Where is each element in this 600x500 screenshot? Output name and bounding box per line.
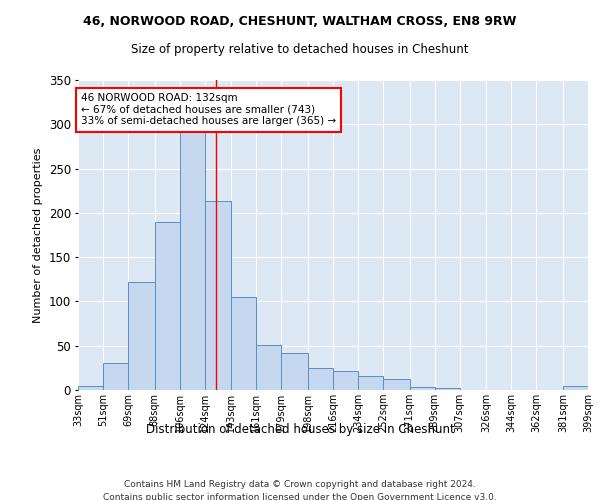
Text: Distribution of detached houses by size in Cheshunt: Distribution of detached houses by size … (146, 422, 454, 436)
Bar (78, 386, 103, 390)
Bar (103, 364, 128, 390)
Bar (563, 386, 588, 390)
Bar (231, 297, 256, 390)
Bar (205, 202, 231, 390)
Y-axis label: Number of detached properties: Number of detached properties (33, 148, 43, 322)
Bar (180, 128, 205, 390)
Text: 46, NORWOOD ROAD, CHESHUNT, WALTHAM CROSS, EN8 9RW: 46, NORWOOD ROAD, CHESHUNT, WALTHAM CROS… (83, 15, 517, 28)
Bar (308, 368, 333, 390)
Bar (358, 376, 383, 390)
Text: 46 NORWOOD ROAD: 132sqm
← 67% of detached houses are smaller (743)
33% of semi-d: 46 NORWOOD ROAD: 132sqm ← 67% of detache… (81, 94, 336, 126)
Text: Contains public sector information licensed under the Open Government Licence v3: Contains public sector information licen… (103, 492, 497, 500)
Bar (333, 370, 358, 390)
Bar (155, 222, 180, 390)
Bar (410, 388, 435, 390)
Bar (281, 353, 308, 390)
Bar (128, 282, 155, 390)
Text: Contains HM Land Registry data © Crown copyright and database right 2024.: Contains HM Land Registry data © Crown c… (124, 480, 476, 489)
Bar (383, 380, 410, 390)
Bar (256, 345, 281, 390)
Bar (435, 388, 460, 390)
Text: Size of property relative to detached houses in Cheshunt: Size of property relative to detached ho… (131, 42, 469, 56)
